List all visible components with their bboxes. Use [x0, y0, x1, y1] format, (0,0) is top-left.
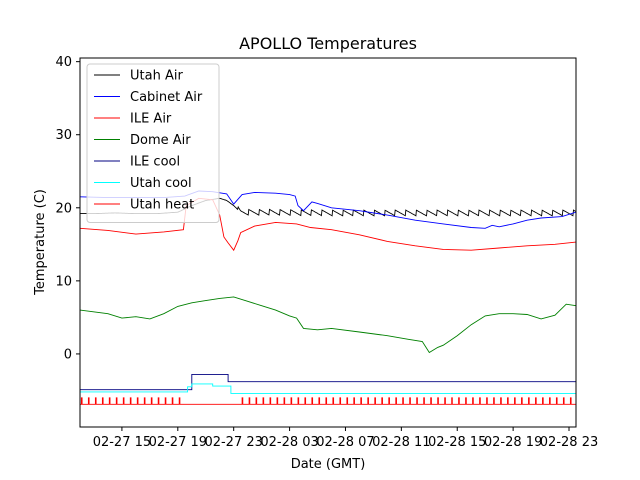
x-tick-label: 02-28 07	[316, 435, 374, 450]
legend-label: Utah Air	[130, 69, 183, 84]
x-tick-label: 02-27 23	[204, 435, 262, 450]
y-tick-label: 20	[55, 201, 72, 216]
x-axis-label: Date (GMT)	[291, 457, 366, 472]
x-tick-label: 02-28 15	[428, 435, 486, 450]
x-tick-label: 02-28 23	[540, 435, 598, 450]
x-tick-label: 02-28 19	[484, 435, 542, 450]
x-tick-label: 02-27 19	[149, 435, 207, 450]
y-tick-label: 40	[55, 55, 72, 70]
legend-label: Utah cool	[130, 176, 192, 191]
legend: Utah Air Cabinet Air ILE Air Dome Air ILE co…	[86, 63, 220, 223]
legend-label: Cabinet Air	[130, 90, 203, 105]
x-tick-label: 02-27 15	[93, 435, 151, 450]
chart-title: APOLLO Temperatures	[239, 34, 417, 53]
y-tick-label: 0	[64, 347, 72, 362]
y-tick-label: 10	[55, 274, 72, 289]
x-tick-label: 02-28 11	[372, 435, 430, 450]
legend-label: ILE cool	[130, 155, 180, 170]
y-tick-label: 30	[55, 128, 72, 143]
series-line-utah-heat	[80, 397, 576, 405]
series-line-dome-air	[80, 296, 576, 354]
y-axis-label: Temperature (C)	[33, 189, 48, 296]
series-line-ile-cool	[80, 373, 576, 391]
legend-label: Dome Air	[130, 133, 191, 148]
plot-frame	[79, 57, 577, 428]
legend-label: Utah heat	[130, 198, 194, 213]
legend-label: ILE Air	[130, 112, 172, 127]
series-line-utah-cool	[80, 383, 576, 394]
x-tick-label: 02-28 03	[260, 435, 318, 450]
